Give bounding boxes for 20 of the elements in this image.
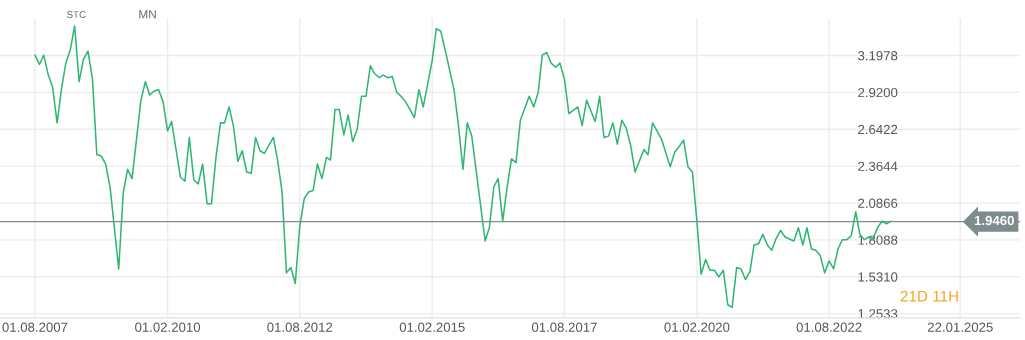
y-tick-label: 2.9200 <box>858 87 898 98</box>
ref-line-label: 1.9460 <box>974 215 1014 226</box>
annotation: MN <box>139 10 156 19</box>
x-tick-label: 01.02.2010 <box>135 322 201 332</box>
x-tick-label: 01.02.2015 <box>399 322 465 332</box>
y-tick-label: 2.6422 <box>858 124 898 135</box>
x-tick-label: 22.01.2025 <box>927 322 993 332</box>
x-tick-label: 01.08.2017 <box>531 322 597 332</box>
x-tick-label: 01.08.2007 <box>2 322 68 332</box>
annotation: 21D 11H <box>900 290 958 302</box>
y-tick-label: 1.5310 <box>858 272 898 282</box>
x-tick-label: 01.02.2020 <box>664 322 730 332</box>
y-tick-label: 2.0866 <box>858 198 898 208</box>
y-tick-label: 1.2533 <box>858 309 898 319</box>
text: STC <box>67 11 86 18</box>
y-tick-label: 3.1978 <box>858 51 898 61</box>
y-tick-label: 1.8088 <box>858 235 898 245</box>
x-tick-label: 01.08.2012 <box>267 322 333 332</box>
x-tick-label: 01.08.2022 <box>796 322 862 332</box>
y-tick-label: 2.3644 <box>858 161 898 171</box>
